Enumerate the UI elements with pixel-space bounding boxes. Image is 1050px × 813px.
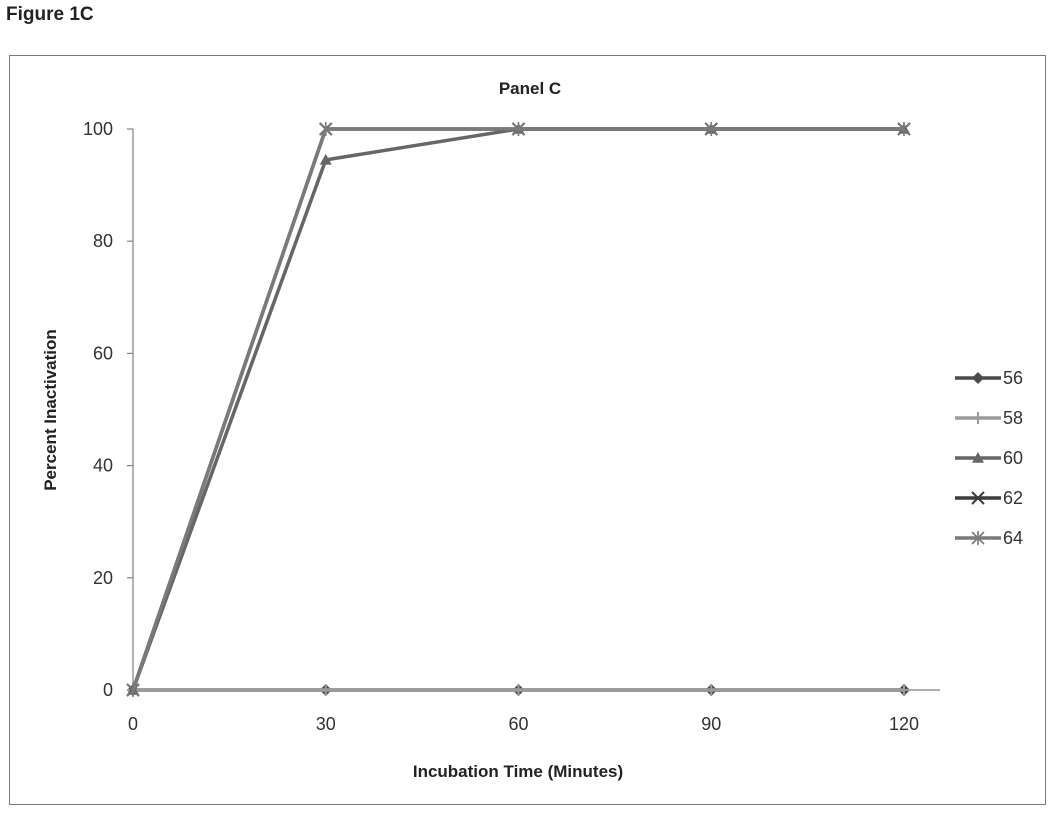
data-point bbox=[126, 683, 140, 697]
series-64 bbox=[126, 122, 911, 697]
legend-label: 58 bbox=[1003, 408, 1023, 428]
x-tick-label: 90 bbox=[701, 714, 721, 734]
data-point bbox=[512, 684, 525, 696]
legend-marker bbox=[972, 452, 984, 463]
chart-frame bbox=[9, 55, 1046, 805]
x-axis-title: Incubation Time (Minutes) bbox=[413, 762, 623, 781]
data-point bbox=[897, 122, 911, 136]
series-62 bbox=[126, 122, 911, 697]
legend-item-64: 64 bbox=[955, 528, 1023, 548]
y-tick-label: 0 bbox=[103, 680, 113, 700]
series-line bbox=[131, 127, 904, 691]
legend-marker bbox=[972, 412, 984, 424]
legend: 56 58 60 62 64 bbox=[955, 368, 1023, 548]
chart-title: Panel C bbox=[499, 79, 561, 98]
y-tick-label: 80 bbox=[93, 231, 113, 251]
legend-marker bbox=[971, 531, 985, 545]
axes: 0 20 40 60 80 100 0 30 60 90 120 bbox=[83, 119, 940, 734]
series-line bbox=[131, 127, 904, 691]
figure-label: Figure 1C bbox=[6, 4, 94, 25]
x-tick-label: 120 bbox=[889, 714, 919, 734]
y-tick-label: 100 bbox=[83, 119, 113, 139]
legend-item-56: 56 bbox=[955, 368, 1023, 388]
data-point bbox=[319, 122, 333, 136]
series-58 bbox=[127, 684, 910, 696]
x-tick-label: 60 bbox=[508, 714, 528, 734]
legend-item-60: 60 bbox=[955, 448, 1023, 468]
data-point bbox=[319, 684, 332, 696]
legend-label: 56 bbox=[1003, 368, 1023, 388]
series-line bbox=[131, 127, 904, 691]
legend-item-58: 58 bbox=[955, 408, 1023, 428]
data-point bbox=[511, 122, 526, 136]
data-point bbox=[319, 153, 332, 165]
y-tick-label: 20 bbox=[93, 568, 113, 588]
legend-item-62: 62 bbox=[955, 488, 1023, 508]
x-tick-label: 30 bbox=[316, 714, 336, 734]
y-axis-title: Percent Inactivation bbox=[41, 329, 60, 491]
x-tick-label: 0 bbox=[128, 714, 138, 734]
series-60 bbox=[127, 123, 910, 695]
legend-marker bbox=[972, 372, 984, 384]
legend-label: 62 bbox=[1003, 488, 1023, 508]
series-layer bbox=[126, 122, 911, 697]
legend-label: 64 bbox=[1003, 528, 1023, 548]
y-tick-label: 40 bbox=[93, 456, 113, 476]
legend-marker bbox=[971, 491, 985, 505]
data-point bbox=[898, 684, 910, 696]
legend-label: 60 bbox=[1003, 448, 1023, 468]
data-point bbox=[705, 684, 718, 696]
data-point bbox=[704, 122, 718, 136]
y-tick-label: 60 bbox=[93, 343, 113, 363]
